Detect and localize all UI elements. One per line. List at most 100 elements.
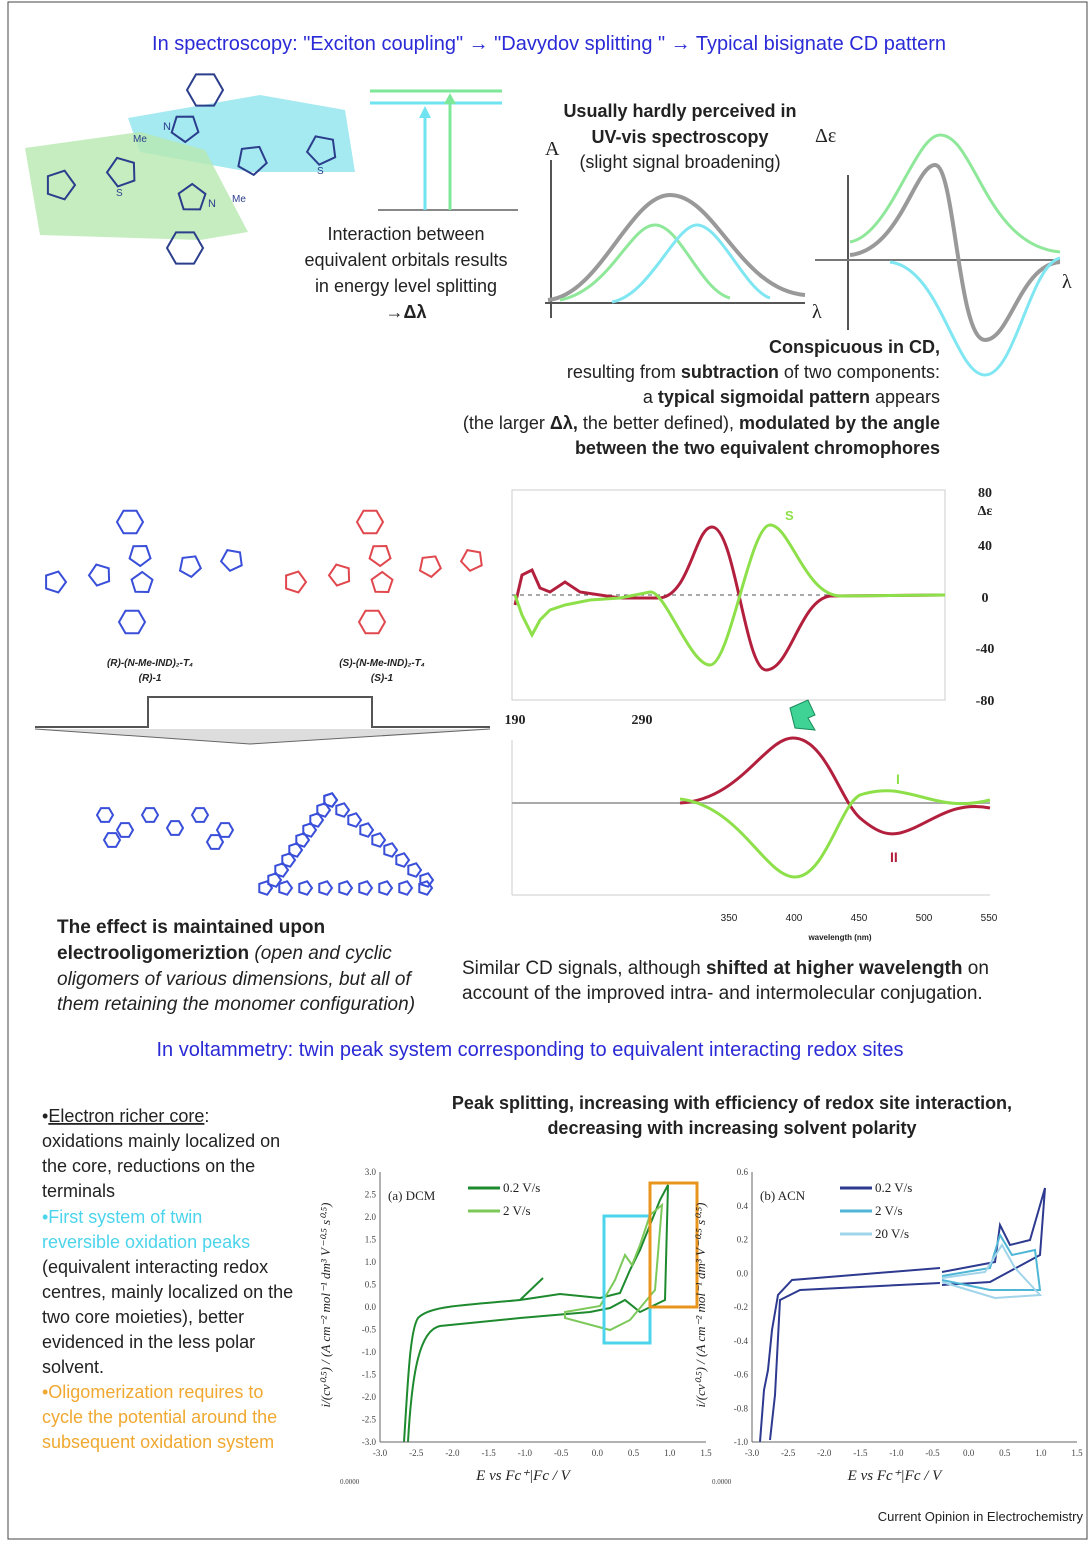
y-tick-label: 2.0 bbox=[365, 1212, 377, 1222]
ring bbox=[167, 821, 183, 835]
footer: Current Opinion in Electrochemistry bbox=[878, 1509, 1084, 1524]
y-tick-label: -0.4 bbox=[734, 1336, 749, 1346]
ring bbox=[339, 881, 352, 894]
x-tick-label: 550 bbox=[981, 913, 998, 924]
curve bbox=[515, 527, 945, 670]
legend-label: 2 V/s bbox=[503, 1203, 531, 1218]
caption: electrooligomeriztion (open and cyclic bbox=[57, 943, 392, 964]
ring bbox=[372, 833, 385, 846]
ring bbox=[279, 881, 292, 894]
caption: account of the improved intra- and inter… bbox=[462, 983, 983, 1004]
panel-label: (a) DCM bbox=[388, 1188, 436, 1203]
x-tick-label: -3.0 bbox=[745, 1448, 760, 1458]
x-tick-label: -0.5 bbox=[925, 1448, 940, 1458]
ring bbox=[408, 863, 421, 876]
y-tick-label: 0.0 bbox=[737, 1268, 749, 1278]
legend-label: 0.2 V/s bbox=[503, 1180, 540, 1195]
atom-label: Me bbox=[232, 194, 246, 205]
ring bbox=[359, 881, 372, 894]
x-tick-label: -1.0 bbox=[518, 1448, 533, 1458]
axis-label: λ bbox=[1062, 271, 1072, 293]
y-tick-label: 0.4 bbox=[737, 1201, 749, 1211]
y-tick-label: 3.0 bbox=[365, 1167, 377, 1177]
molecule bbox=[286, 511, 482, 634]
x-tick-label: -1.5 bbox=[853, 1448, 868, 1458]
panel-label: (b) ACN bbox=[760, 1188, 806, 1203]
ring bbox=[207, 835, 223, 849]
ring bbox=[104, 833, 120, 847]
y-tick-label: -0.2 bbox=[734, 1302, 748, 1312]
section-title: In voltammetry: twin peak system corresp… bbox=[156, 1039, 903, 1061]
ring bbox=[46, 572, 66, 593]
atom-label: S bbox=[317, 166, 324, 177]
ring bbox=[372, 572, 393, 592]
x-tick-label: 0.0 bbox=[592, 1448, 604, 1458]
series-label: I bbox=[896, 771, 900, 787]
arrow bbox=[790, 700, 815, 730]
ring bbox=[359, 611, 385, 634]
y-tick-label: 1.5 bbox=[365, 1235, 377, 1245]
text-line: the core, reductions on the bbox=[42, 1156, 255, 1176]
ring bbox=[396, 853, 409, 866]
oligomers bbox=[97, 793, 433, 894]
compound-code: (R)-1 bbox=[139, 673, 162, 684]
compound-name: (R)-(N-Me-IND)₂-T₄ bbox=[107, 658, 193, 669]
ring bbox=[221, 550, 242, 571]
ring bbox=[370, 546, 391, 566]
x-tick-label: -2.5 bbox=[409, 1448, 424, 1458]
axis-label: Δε bbox=[978, 504, 993, 519]
caption: Conspicuous in CD, bbox=[769, 337, 940, 357]
ring bbox=[379, 881, 392, 894]
x-tick-label: 450 bbox=[851, 913, 868, 924]
y-axis-label: i/(cv⁰·⁵) / (A cm⁻² mol⁻¹ dm³ V⁻⁰·⁵ s⁰·⁵… bbox=[693, 1203, 708, 1408]
arrowhead bbox=[419, 106, 431, 118]
x-tick-label: 350 bbox=[721, 913, 738, 924]
y-tick-label: 2.5 bbox=[365, 1190, 377, 1200]
axis-label: A bbox=[545, 138, 560, 160]
y-tick-label: -2.0 bbox=[362, 1392, 377, 1402]
atom-label: Me bbox=[133, 134, 147, 145]
curve bbox=[850, 165, 1060, 340]
caption: (the larger Δλ, the better defined), mod… bbox=[463, 413, 940, 433]
arrowhead bbox=[444, 93, 456, 104]
ring bbox=[420, 873, 433, 886]
funnel bbox=[35, 729, 490, 744]
ring bbox=[360, 823, 373, 836]
legend-label: 2 V/s bbox=[875, 1203, 903, 1218]
y-tick-label: 0.0 bbox=[365, 1302, 377, 1312]
highlight-box bbox=[650, 1183, 697, 1307]
ring bbox=[286, 572, 306, 593]
x-axis-label: E vs Fc⁺|Fc / V bbox=[847, 1468, 944, 1484]
y-tick-label: 1.0 bbox=[365, 1257, 377, 1267]
ring bbox=[142, 808, 158, 822]
y-tick-label: -1.5 bbox=[362, 1370, 377, 1380]
y-tick-label: 0.6 bbox=[737, 1167, 749, 1177]
text-line: reversible oxidation peaks bbox=[42, 1232, 250, 1252]
ring bbox=[259, 881, 272, 894]
y-tick-label: -0.8 bbox=[734, 1403, 749, 1413]
text-line: evidenced in the less polar bbox=[42, 1332, 255, 1352]
atom-label: S bbox=[116, 188, 123, 199]
caption: a typical sigmoidal pattern appears bbox=[643, 387, 940, 407]
axis-label: λ bbox=[812, 301, 822, 323]
text-line: two core moieties), better bbox=[42, 1307, 244, 1327]
ring bbox=[461, 550, 482, 571]
curve bbox=[942, 1188, 1045, 1285]
y-axis-label: i/(cv⁰·⁵) / (A cm⁻² mol⁻¹ dm³ V⁻⁰·⁵ s⁰·⁵… bbox=[318, 1203, 333, 1408]
ring bbox=[132, 572, 153, 592]
text-line: •Oligomerization requires to bbox=[42, 1382, 263, 1402]
ring bbox=[192, 808, 208, 822]
ring bbox=[384, 843, 397, 856]
x-tick-label: 1.0 bbox=[664, 1448, 676, 1458]
caption: resulting from subtraction of two compon… bbox=[567, 362, 940, 382]
caption: them retaining the monomer configuration… bbox=[57, 994, 415, 1015]
top-title: In spectroscopy: "Exciton coupling" → "D… bbox=[152, 33, 946, 55]
y-tick-label: -80 bbox=[976, 694, 995, 709]
caption: Similar CD signals, although shifted at … bbox=[462, 958, 989, 979]
series-label: S bbox=[785, 508, 794, 523]
x-tick-label: 1.5 bbox=[700, 1448, 712, 1458]
ring bbox=[357, 511, 383, 534]
axis-label: wavelength (nm) bbox=[807, 933, 871, 942]
ring bbox=[420, 556, 441, 577]
y-tick-label: 80 bbox=[978, 486, 992, 501]
